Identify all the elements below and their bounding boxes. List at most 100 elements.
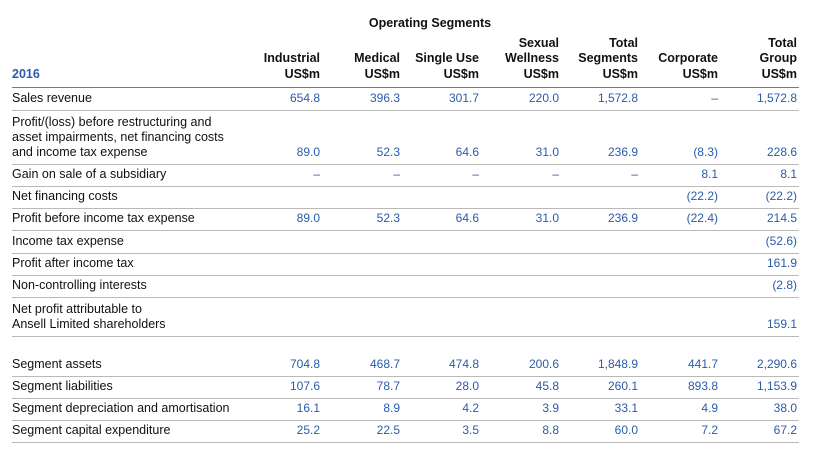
row-label-line: and income tax expense	[12, 145, 148, 159]
cell-value: 31.0	[535, 145, 559, 159]
cell-value: –	[631, 167, 638, 181]
cell-value: –	[711, 91, 718, 105]
row-label: Segment liabilities	[12, 379, 272, 394]
cell-value: 200.6	[528, 357, 559, 371]
column-header-total-segments: Total Segments US$m	[548, 36, 638, 83]
cell-value: 1,153.9	[756, 379, 797, 393]
cell-value: 8.1	[701, 167, 718, 181]
cell-value: 31.0	[535, 211, 559, 225]
column-header-medical: Medical US$m	[310, 51, 400, 82]
row-separator	[12, 186, 799, 187]
row-separator	[12, 253, 799, 254]
row-separator	[12, 110, 799, 111]
row-separator	[12, 420, 799, 421]
row-label: Profit before income tax expense	[12, 211, 272, 226]
cell-value: 3.5	[462, 423, 479, 437]
row-label-line: Segment assets	[12, 357, 102, 371]
cell-value: 214.5	[766, 211, 797, 225]
cell-value: 64.6	[455, 211, 479, 225]
row-separator	[12, 230, 799, 231]
row-separator	[12, 398, 799, 399]
row-label: Net profit attributable to Ansell Limited…	[12, 302, 272, 332]
row-label: Non-controlling interests	[12, 278, 272, 293]
row-label-line: Non-controlling interests	[12, 278, 147, 292]
cell-value: 4.2	[462, 401, 479, 415]
row-label: Segment depreciation and amortisation	[12, 401, 272, 416]
row-label: Segment capital expenditure	[12, 423, 272, 438]
cell-value: 7.2	[701, 423, 718, 437]
cell-value: 3.9	[542, 401, 559, 415]
row-label-line: Profit after income tax	[12, 256, 134, 270]
row-separator	[12, 376, 799, 377]
cell-value: (8.3)	[693, 145, 718, 159]
cell-value: 107.6	[289, 379, 320, 393]
column-header-sexual-wellness: Sexual Wellness US$m	[469, 36, 559, 83]
column-header-line: US$m	[602, 66, 638, 81]
cell-value: 396.3	[369, 91, 400, 105]
column-header-total-group: Total Group US$m	[707, 35, 798, 83]
row-label-line: Sales revenue	[12, 91, 92, 105]
cell-value: (22.4)	[686, 211, 718, 225]
row-label-line: Segment depreciation and amortisation	[12, 401, 230, 415]
cell-value: –	[472, 167, 479, 181]
column-header-line: Group	[759, 51, 798, 65]
row-label-line: Gain on sale of a subsidiary	[12, 167, 167, 181]
cell-value: 159.1	[766, 317, 797, 331]
cell-value: 22.5	[376, 423, 400, 437]
column-header-line: US$m	[443, 66, 479, 81]
column-header-line: US$m	[284, 66, 320, 81]
row-label-line: Income tax expense	[12, 234, 124, 248]
cell-value: 8.9	[383, 401, 400, 415]
cell-value: 220.0	[528, 91, 559, 105]
cell-value: 1,572.8	[756, 91, 797, 105]
row-separator	[12, 164, 799, 165]
cell-value: 301.7	[448, 91, 479, 105]
cell-value: 1,848.9	[597, 357, 638, 371]
group-header: Operating Segments	[368, 16, 492, 30]
column-header-line: Industrial	[263, 51, 320, 65]
cell-value: –	[552, 167, 559, 181]
cell-value: (22.2)	[765, 189, 797, 203]
column-header-line: US$m	[682, 66, 718, 81]
cell-value: 60.0	[614, 423, 638, 437]
cell-value: 16.1	[296, 401, 320, 415]
row-label: Net financing costs	[12, 189, 272, 204]
row-label-line: Profit before income tax expense	[12, 211, 195, 225]
cell-value: 228.6	[766, 145, 797, 159]
header-rule	[12, 87, 799, 88]
row-separator	[12, 275, 799, 276]
column-header-line: Total	[768, 35, 797, 50]
row-separator	[12, 297, 799, 298]
column-header-line: Corporate	[658, 51, 718, 65]
cell-value: 78.7	[376, 379, 400, 393]
row-label-line: Segment liabilities	[12, 379, 113, 393]
cell-value: 4.9	[701, 401, 718, 415]
cell-value: (52.6)	[765, 234, 797, 248]
cell-value: 8.1	[780, 167, 797, 181]
cell-value: 2,290.6	[756, 357, 797, 371]
cell-value: 67.2	[773, 423, 797, 437]
row-separator	[12, 442, 799, 443]
row-label: Gain on sale of a subsidiary	[12, 167, 272, 182]
cell-value: 161.9	[766, 256, 797, 270]
cell-value: 52.3	[376, 145, 400, 159]
cell-value: 38.0	[773, 401, 797, 415]
row-label: Profit after income tax	[12, 256, 272, 271]
cell-value: 8.8	[542, 423, 559, 437]
row-label: Income tax expense	[12, 234, 272, 249]
cell-value: 474.8	[448, 357, 479, 371]
row-label-line: asset impairments, net financing costs	[12, 130, 224, 144]
column-header-line: Wellness	[505, 51, 559, 65]
column-header-line: US$m	[761, 66, 797, 81]
cell-value: 89.0	[296, 145, 320, 159]
column-header-single-use: Single Use US$m	[389, 51, 479, 82]
row-label-line: Profit/(loss) before restructuring and	[12, 115, 212, 129]
cell-value: 28.0	[455, 379, 479, 393]
cell-value: (22.2)	[686, 189, 718, 203]
column-header-corporate: Corporate US$m	[628, 51, 718, 82]
cell-value: 33.1	[614, 401, 638, 415]
cell-value: 25.2	[296, 423, 320, 437]
cell-value: –	[313, 167, 320, 181]
row-label-line: Net financing costs	[12, 189, 118, 203]
row-label-line: Segment capital expenditure	[12, 423, 171, 437]
